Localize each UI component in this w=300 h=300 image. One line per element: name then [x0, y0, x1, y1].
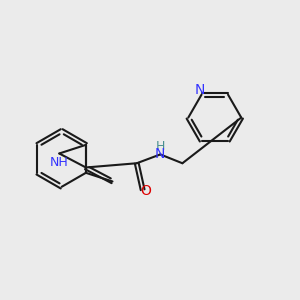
Text: H: H — [156, 140, 165, 153]
Text: NH: NH — [50, 156, 69, 170]
Text: O: O — [141, 184, 152, 198]
Text: N: N — [155, 147, 166, 161]
Text: N: N — [195, 83, 205, 97]
